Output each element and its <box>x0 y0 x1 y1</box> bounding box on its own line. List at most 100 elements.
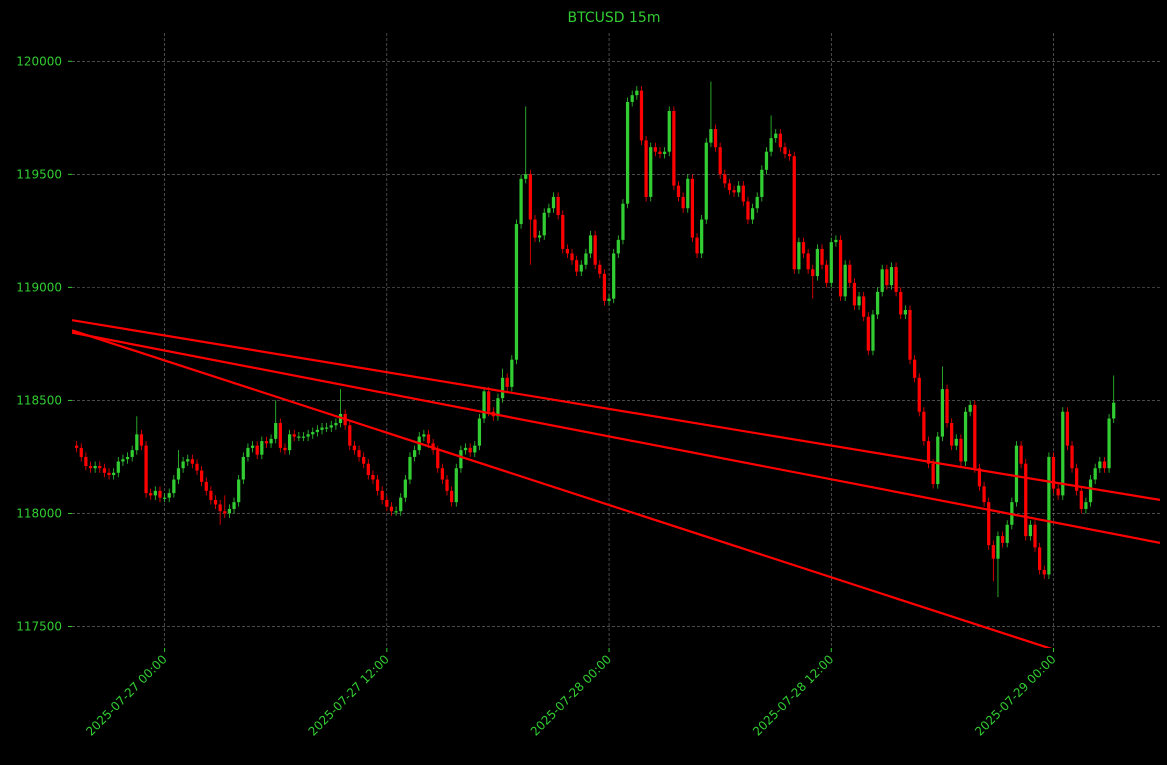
candle-body <box>241 456 245 480</box>
candle-body <box>519 178 523 225</box>
candle-body <box>959 438 963 462</box>
candle-body <box>681 196 685 209</box>
candle-body <box>1028 524 1032 537</box>
candle-body <box>500 377 505 399</box>
candle-body <box>274 423 278 439</box>
candle-body <box>255 445 259 455</box>
candle-body <box>792 156 796 270</box>
candle-body <box>473 445 477 453</box>
candle-body <box>375 479 380 491</box>
candle-body <box>454 468 458 503</box>
candle-body <box>176 468 181 480</box>
candle-body <box>121 459 125 462</box>
candle-body <box>269 438 273 444</box>
candle-body <box>514 224 519 360</box>
candle-body <box>190 459 194 464</box>
candle-body <box>1093 468 1097 480</box>
candle-body <box>1098 461 1102 469</box>
candle-body <box>542 212 546 236</box>
candle-body <box>1079 490 1083 509</box>
candle-body <box>718 147 722 175</box>
candle-body <box>445 479 449 491</box>
candle-body <box>186 459 190 462</box>
candle-body <box>676 185 681 197</box>
candle-body <box>727 183 732 191</box>
candle-body <box>459 450 463 469</box>
candle-body <box>362 456 366 464</box>
candle-body <box>695 237 699 254</box>
candle-body <box>162 497 167 499</box>
candle-body <box>982 486 986 503</box>
candle-body <box>213 499 218 505</box>
candle-body <box>625 101 630 204</box>
candle-body <box>1019 445 1023 464</box>
candle-body <box>593 235 597 265</box>
candle-body <box>1042 569 1046 575</box>
candle-body <box>954 438 958 446</box>
candle-body <box>903 309 907 315</box>
candle-body <box>889 267 894 286</box>
candle-body <box>866 316 870 351</box>
candle-body <box>412 450 417 457</box>
candle-body <box>973 404 977 469</box>
candle-body <box>482 391 486 419</box>
candle-body <box>602 273 607 301</box>
candle-body <box>125 456 130 460</box>
candle-body <box>84 456 88 466</box>
candle-body <box>348 425 352 446</box>
candle-body <box>755 196 759 209</box>
candle-body <box>709 129 713 143</box>
candle-body <box>1051 456 1056 489</box>
candle-body <box>899 291 903 315</box>
candle-body <box>149 493 153 496</box>
candle-body <box>894 267 898 292</box>
candle-body <box>667 111 671 152</box>
candle-body <box>834 239 838 243</box>
candle-body <box>913 359 917 378</box>
candle-body <box>1112 402 1116 419</box>
candle-body <box>885 269 889 286</box>
candle-body <box>287 434 292 451</box>
plot-area <box>72 81 1160 648</box>
candle-body <box>1047 456 1051 575</box>
candle-body <box>556 196 560 216</box>
candle-body <box>329 425 333 428</box>
candle-body <box>1070 445 1074 469</box>
candle-body <box>1038 547 1042 570</box>
candle-body <box>737 185 741 193</box>
candle-body <box>403 479 407 498</box>
candle-body <box>1065 411 1070 446</box>
candle-body <box>283 447 287 451</box>
candle-body <box>561 215 565 249</box>
candle-body <box>357 450 361 457</box>
candle-body <box>172 479 176 494</box>
candle-body <box>1102 461 1107 469</box>
candle-body <box>505 377 509 387</box>
candle-body <box>635 90 639 96</box>
candle-body <box>477 418 482 446</box>
candle-body <box>926 441 931 464</box>
candle-body <box>936 436 940 485</box>
candle-body <box>653 147 657 152</box>
candle-body <box>306 434 310 437</box>
candle-body <box>325 427 329 429</box>
candle-body <box>301 436 306 438</box>
candle-body <box>575 260 579 272</box>
candle-body <box>320 427 324 430</box>
candle-body <box>797 242 801 270</box>
candle-body <box>991 545 995 559</box>
candle-body <box>950 423 954 446</box>
candle-body <box>584 253 588 265</box>
grid <box>72 33 1160 648</box>
candle-body <box>922 411 926 442</box>
candle-body <box>440 468 445 480</box>
candle-body <box>315 429 319 433</box>
candle-body <box>264 441 269 444</box>
candle-body <box>334 423 338 426</box>
y-tick-label: 119500 <box>16 167 62 181</box>
candle-body <box>463 447 468 451</box>
candle-body <box>1075 468 1079 491</box>
candle-body <box>875 291 880 315</box>
